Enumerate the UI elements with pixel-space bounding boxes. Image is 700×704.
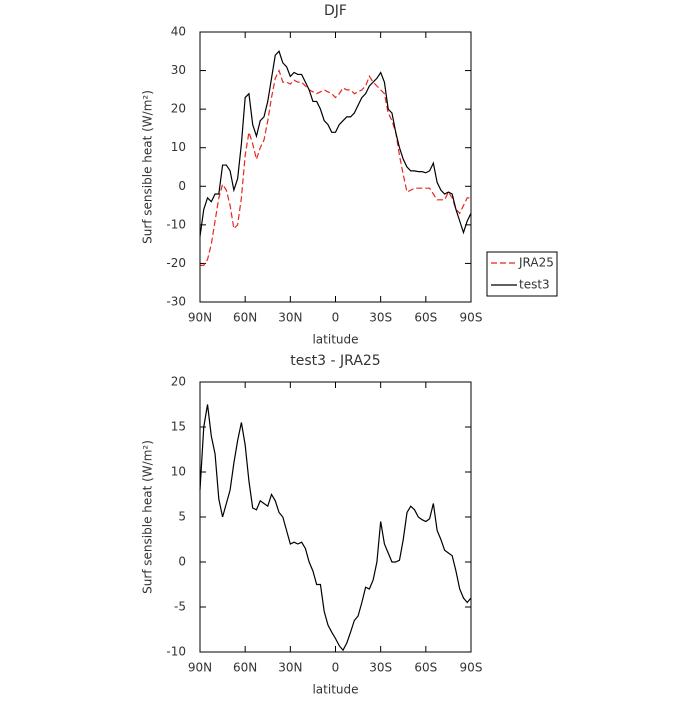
- x-tick-label: 30S: [369, 661, 392, 675]
- x-tick-label: 60S: [414, 661, 437, 675]
- data-line: [199, 404, 472, 652]
- y-tick-label: 30: [171, 63, 186, 77]
- x-axis-label: latitude: [312, 333, 358, 347]
- plot-frame: [199, 381, 472, 653]
- x-tick-label: 0: [332, 311, 340, 325]
- y-tick-label: 10: [171, 140, 186, 154]
- x-axis-label: latitude: [312, 683, 358, 697]
- x-tick-label: 30N: [278, 661, 302, 675]
- x-tick-label: 30N: [278, 311, 302, 325]
- y-tick-label: 40: [171, 25, 186, 39]
- x-tick-label: 60S: [414, 311, 437, 325]
- x-tick-label: 60N: [233, 311, 257, 325]
- x-tick-label: 90S: [460, 311, 483, 325]
- y-tick-label: -30: [166, 295, 186, 309]
- y-tick-label: 15: [171, 420, 186, 434]
- y-tick-label: -5: [174, 600, 186, 614]
- legend-label: JRA25: [518, 256, 554, 270]
- x-tick-label: 30S: [369, 311, 392, 325]
- y-tick-label: 10: [171, 465, 186, 479]
- legend-box: [486, 251, 558, 297]
- y-tick-label: 5: [178, 510, 186, 524]
- y-tick-label: -20: [166, 256, 186, 270]
- data-line: [199, 50, 472, 237]
- data-line: [200, 68, 471, 266]
- y-tick-label: 0: [178, 179, 186, 193]
- y-axis-label: Surf sensible heat (W/m²): [141, 90, 155, 244]
- y-tick-label: -10: [166, 645, 186, 659]
- legend-label: test3: [519, 278, 550, 292]
- x-tick-label: 90S: [460, 661, 483, 675]
- chart-title: DJF: [324, 3, 347, 19]
- y-tick-label: -10: [166, 217, 186, 231]
- x-tick-label: 0: [332, 661, 340, 675]
- y-tick-label: 20: [171, 375, 186, 389]
- chart-title: test3 - JRA25: [290, 353, 380, 369]
- x-tick-label: 90N: [188, 661, 212, 675]
- y-tick-label: 0: [178, 555, 186, 569]
- plot-frame: [199, 31, 472, 303]
- x-tick-label: 90N: [188, 311, 212, 325]
- x-tick-label: 60N: [233, 661, 257, 675]
- y-tick-label: 20: [171, 102, 186, 116]
- y-axis-label: Surf sensible heat (W/m²): [141, 440, 155, 594]
